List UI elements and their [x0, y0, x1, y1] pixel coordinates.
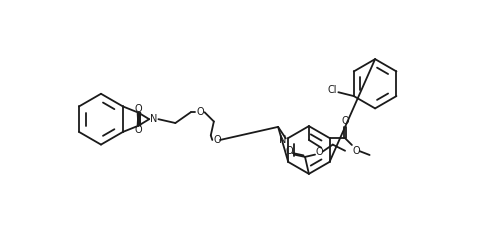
Text: N: N [279, 135, 286, 145]
Text: Cl: Cl [327, 85, 337, 95]
Text: O: O [315, 147, 323, 156]
Text: O: O [285, 146, 293, 156]
Text: N: N [150, 114, 157, 124]
Text: O: O [135, 104, 142, 114]
Text: O: O [196, 107, 204, 117]
Text: O: O [341, 116, 349, 126]
Text: O: O [213, 135, 221, 145]
Text: O: O [135, 125, 142, 135]
Text: O: O [353, 146, 360, 156]
